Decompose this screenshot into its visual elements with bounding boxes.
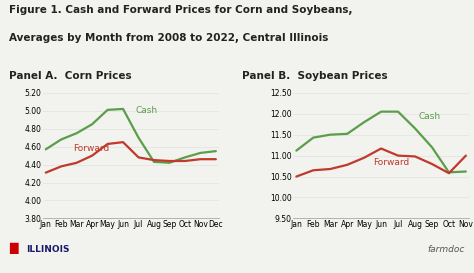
Text: Averages by Month from 2008 to 2022, Central Illinois: Averages by Month from 2008 to 2022, Cen… [9, 33, 329, 43]
Text: Forward: Forward [373, 158, 409, 167]
Text: Panel B.  Soybean Prices: Panel B. Soybean Prices [242, 71, 387, 81]
Text: Forward: Forward [73, 144, 110, 153]
Text: █: █ [9, 243, 18, 254]
Text: Panel A.  Corn Prices: Panel A. Corn Prices [9, 71, 132, 81]
Text: Cash: Cash [419, 112, 440, 121]
Text: ILLINOIS: ILLINOIS [26, 245, 70, 254]
Text: Figure 1. Cash and Forward Prices for Corn and Soybeans,: Figure 1. Cash and Forward Prices for Co… [9, 5, 353, 16]
Text: Cash: Cash [136, 106, 157, 115]
Text: farmdoc: farmdoc [427, 245, 465, 254]
